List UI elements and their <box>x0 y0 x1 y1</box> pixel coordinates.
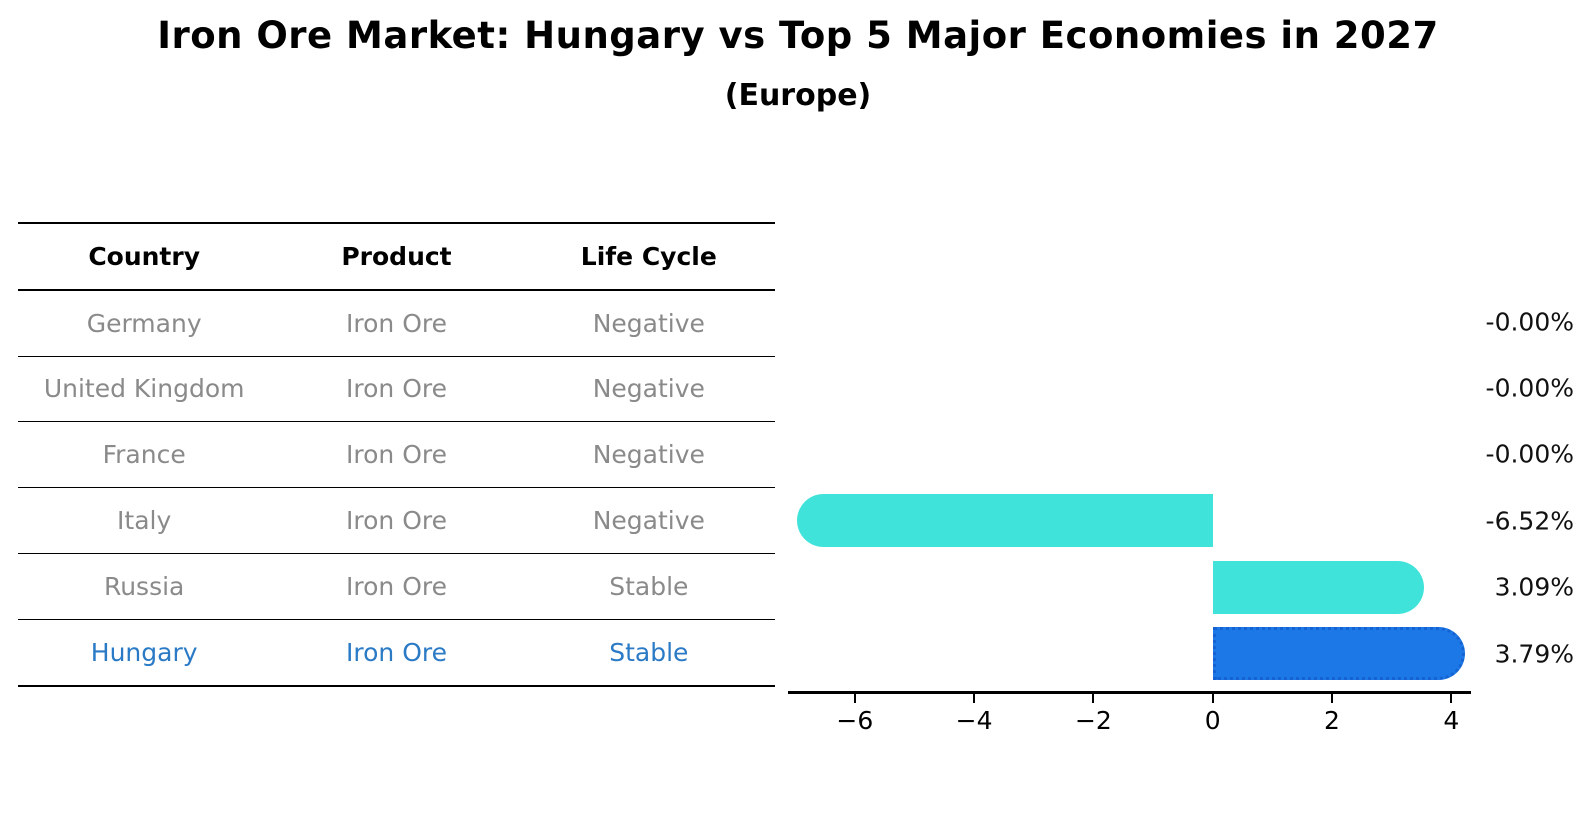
product-cell: Iron Ore <box>346 440 447 470</box>
chart-subtitle: (Europe) <box>724 78 872 113</box>
value-label-france: -0.00% <box>1485 439 1574 469</box>
x-axis-tick <box>853 693 856 703</box>
x-axis-tick-label: −4 <box>955 706 993 735</box>
life-cycle-cell: Stable <box>609 571 689 601</box>
table-row-hungary: Hungary Iron Ore Stable <box>18 620 775 687</box>
product-cell: Iron Ore <box>346 506 447 536</box>
table-row-italy: Italy Iron Ore Negative <box>18 488 775 554</box>
life-cycle-cell: Stable <box>609 637 689 667</box>
chart-title: Iron Ore Market: Hungary vs Top 5 Major … <box>157 14 1439 57</box>
column-header-product: Product <box>341 241 452 271</box>
bar-hungary <box>1212 627 1466 681</box>
value-label-russia: 3.09% <box>1494 572 1574 602</box>
life-cycle-cell: Negative <box>592 308 705 338</box>
life-cycle-cell: Negative <box>592 506 705 536</box>
product-cell: Iron Ore <box>346 637 447 667</box>
bar-italy <box>797 494 1213 548</box>
country-cell: Germany <box>86 308 202 338</box>
value-label-hungary: 3.79% <box>1494 639 1574 669</box>
x-axis-tick <box>1331 693 1333 703</box>
table-row-france: France Iron Ore Negative <box>18 422 775 489</box>
table-header-row: Country Product Life Cycle <box>18 224 775 291</box>
x-axis-tick <box>1092 693 1095 703</box>
country-cell: Russia <box>103 571 185 601</box>
table-row-united-kingdom: United Kingdom Iron Ore Negative <box>18 357 775 423</box>
x-axis-tick-label: −6 <box>836 706 874 735</box>
country-table: Country Product Life Cycle Germany Iron … <box>18 222 775 687</box>
country-cell: United Kingdom <box>43 374 245 404</box>
value-label-germany: -0.00% <box>1485 307 1574 337</box>
x-axis-tick-label: 4 <box>1443 706 1460 735</box>
value-label-italy: -6.52% <box>1485 506 1574 536</box>
x-axis-tick-label: 0 <box>1204 706 1221 735</box>
country-cell: Hungary <box>90 637 198 667</box>
bar-russia <box>1212 560 1424 614</box>
life-cycle-cell: Negative <box>592 374 705 404</box>
product-cell: Iron Ore <box>346 571 447 601</box>
x-axis-tick <box>1211 693 1214 703</box>
x-axis-tick-label: −2 <box>1074 706 1112 735</box>
x-axis-tick <box>973 693 976 703</box>
table-row-russia: Russia Iron Ore Stable <box>18 554 775 620</box>
product-cell: Iron Ore <box>346 308 447 338</box>
x-axis-tick <box>1450 693 1453 703</box>
country-cell: Italy <box>117 506 172 536</box>
country-cell: France <box>102 440 186 470</box>
column-header-country: Country <box>88 241 201 271</box>
table-row-germany: Germany Iron Ore Negative <box>18 291 775 357</box>
life-cycle-cell: Negative <box>592 440 705 470</box>
x-axis <box>788 691 1471 694</box>
x-axis-tick-label: 2 <box>1324 706 1340 735</box>
column-header-life-cycle: Life Cycle <box>580 241 717 271</box>
value-label-united-kingdom: -0.00% <box>1485 373 1574 403</box>
product-cell: Iron Ore <box>346 374 447 404</box>
